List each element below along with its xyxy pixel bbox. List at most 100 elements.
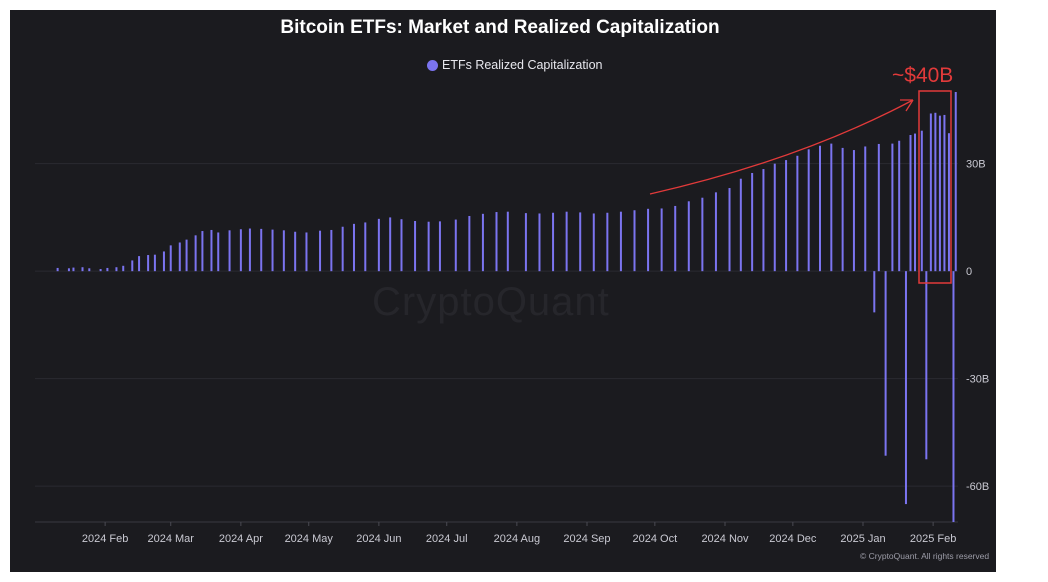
data-bar bbox=[633, 210, 636, 272]
data-bar bbox=[178, 242, 181, 272]
data-bar bbox=[606, 212, 609, 272]
data-bar bbox=[938, 115, 941, 272]
data-bar bbox=[701, 197, 704, 272]
data-bar bbox=[122, 265, 125, 272]
data-bar bbox=[873, 271, 876, 313]
legend[interactable]: ETFs Realized Capitalization bbox=[427, 58, 603, 72]
data-bar bbox=[162, 251, 165, 272]
data-bar bbox=[330, 229, 333, 272]
data-bar bbox=[271, 229, 274, 272]
data-bar bbox=[943, 114, 946, 272]
data-bar bbox=[952, 271, 955, 522]
data-bar bbox=[414, 221, 417, 272]
y-tick-label: -60B bbox=[966, 481, 989, 493]
data-bar bbox=[352, 223, 355, 272]
data-bar bbox=[153, 254, 156, 272]
watermark: CryptoQuant bbox=[372, 280, 610, 324]
data-bar bbox=[579, 212, 582, 272]
data-bar bbox=[552, 212, 555, 272]
data-bar bbox=[714, 192, 717, 272]
data-bar bbox=[201, 231, 204, 272]
data-bar bbox=[454, 219, 457, 272]
x-tick-label: 2024 Oct bbox=[633, 533, 678, 545]
data-bar bbox=[592, 213, 595, 272]
y-tick-label: 0 bbox=[966, 266, 972, 278]
data-bar bbox=[248, 228, 251, 272]
data-bar bbox=[106, 267, 109, 272]
data-bar bbox=[427, 221, 430, 272]
data-bar bbox=[852, 150, 855, 272]
data-bar bbox=[762, 169, 765, 272]
data-bar bbox=[228, 230, 231, 272]
data-bar bbox=[377, 218, 380, 272]
data-bar bbox=[481, 213, 484, 272]
data-bar bbox=[99, 269, 102, 272]
data-bar bbox=[294, 231, 297, 272]
data-bar bbox=[898, 140, 901, 272]
data-bar bbox=[524, 213, 527, 272]
arrow-head-icon bbox=[900, 99, 914, 112]
x-tick-label: 2024 Apr bbox=[219, 533, 263, 545]
data-bar bbox=[400, 219, 403, 272]
data-bar bbox=[282, 230, 285, 272]
data-bar bbox=[506, 211, 509, 272]
data-bar bbox=[830, 143, 833, 272]
data-bar bbox=[796, 155, 799, 272]
data-bar bbox=[565, 211, 568, 272]
data-bar bbox=[56, 267, 59, 272]
data-bar bbox=[785, 160, 788, 272]
data-bar bbox=[909, 135, 912, 272]
x-tick-label: 2025 Jan bbox=[840, 533, 885, 545]
data-bar bbox=[934, 112, 937, 272]
chart-title: Bitcoin ETFs: Market and Realized Capita… bbox=[280, 17, 720, 38]
legend-swatch-icon bbox=[427, 59, 438, 71]
data-bar bbox=[925, 271, 928, 460]
data-bar bbox=[647, 208, 650, 272]
data-bar bbox=[538, 213, 541, 272]
data-bar bbox=[864, 146, 867, 272]
data-bar bbox=[920, 130, 923, 272]
data-bar bbox=[739, 178, 742, 272]
data-bar bbox=[115, 267, 118, 272]
data-bar bbox=[954, 92, 957, 272]
data-bar bbox=[217, 232, 220, 272]
data-bar bbox=[751, 172, 754, 272]
data-bar bbox=[819, 145, 822, 272]
x-tick-label: 2025 Feb bbox=[910, 533, 956, 545]
data-bar bbox=[341, 226, 344, 272]
legend-label: ETFs Realized Capitalization bbox=[442, 58, 603, 72]
data-bar bbox=[904, 271, 907, 505]
x-tick-label: 2024 Jul bbox=[426, 533, 468, 545]
copyright-text: © CryptoQuant. All rights reserved bbox=[860, 551, 990, 561]
data-bar bbox=[660, 208, 663, 272]
data-bar bbox=[807, 149, 810, 272]
data-bar bbox=[619, 211, 622, 272]
x-tick-label: 2024 Dec bbox=[769, 533, 817, 545]
data-bar bbox=[88, 268, 91, 272]
x-tick-label: 2024 Feb bbox=[82, 533, 128, 545]
data-bar bbox=[687, 201, 690, 272]
data-bar bbox=[438, 221, 441, 272]
chart-panel bbox=[10, 10, 996, 572]
x-tick-label: 2024 Nov bbox=[701, 533, 749, 545]
data-bar bbox=[319, 230, 322, 272]
data-bar bbox=[81, 267, 84, 272]
data-bar bbox=[364, 222, 367, 272]
x-tick-label: 2024 Aug bbox=[494, 533, 541, 545]
data-bar bbox=[841, 147, 844, 272]
data-bar bbox=[210, 229, 213, 272]
data-bar bbox=[389, 217, 392, 272]
data-bar bbox=[929, 113, 932, 272]
x-tick-label: 2024 May bbox=[285, 533, 334, 545]
x-tick-label: 2024 Mar bbox=[147, 533, 194, 545]
data-bar bbox=[72, 267, 75, 272]
data-bar bbox=[260, 228, 263, 272]
data-bar bbox=[169, 245, 172, 272]
highlight-box bbox=[918, 90, 952, 284]
data-bar bbox=[185, 239, 188, 272]
data-bar bbox=[239, 229, 242, 272]
data-bar bbox=[914, 133, 917, 272]
x-tick-label: 2024 Jun bbox=[356, 533, 401, 545]
annotation-label: ~$40B bbox=[892, 64, 954, 87]
